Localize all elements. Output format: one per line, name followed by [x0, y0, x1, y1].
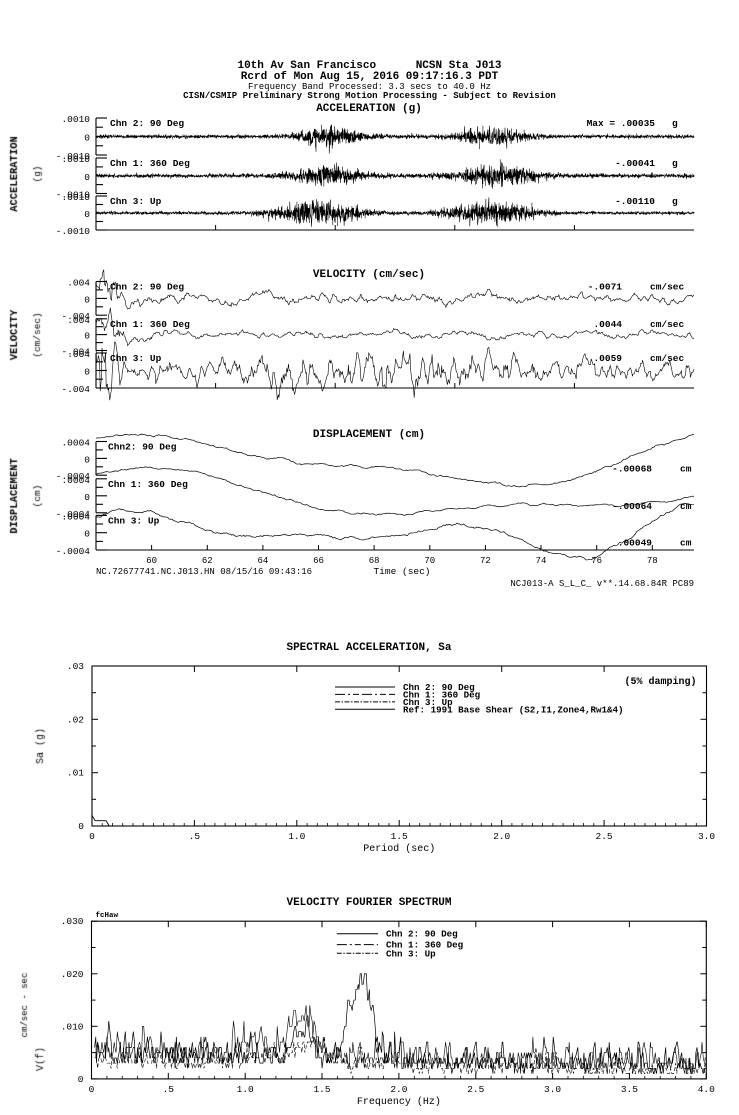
svg-text:VELOCITY FOURIER SPECTRUM: VELOCITY FOURIER SPECTRUM: [286, 897, 451, 909]
svg-text:.030: .030: [61, 916, 84, 927]
svg-text:.010: .010: [61, 1021, 84, 1032]
svg-text:3.0: 3.0: [544, 1084, 561, 1095]
svg-text:0: 0: [78, 1074, 84, 1085]
svg-text:1.0: 1.0: [237, 1084, 254, 1095]
svg-text:.020: .020: [61, 969, 84, 980]
svg-text:.5: .5: [163, 1084, 175, 1095]
svg-text:0: 0: [89, 1084, 95, 1095]
svg-text:Chn 3: Up: Chn 3: Up: [386, 948, 436, 959]
svg-text:fcHaw: fcHaw: [96, 912, 119, 920]
svg-text:2.0: 2.0: [390, 1084, 407, 1095]
svg-text:3.5: 3.5: [621, 1084, 638, 1095]
svg-text:1.5: 1.5: [313, 1084, 330, 1095]
svg-text:2.5: 2.5: [467, 1084, 484, 1095]
svg-text:Frequency (Hz): Frequency (Hz): [357, 1096, 441, 1108]
svg-text:4.0: 4.0: [698, 1084, 715, 1095]
svg-text:Chn 2: 90 Deg: Chn 2: 90 Deg: [386, 929, 458, 940]
